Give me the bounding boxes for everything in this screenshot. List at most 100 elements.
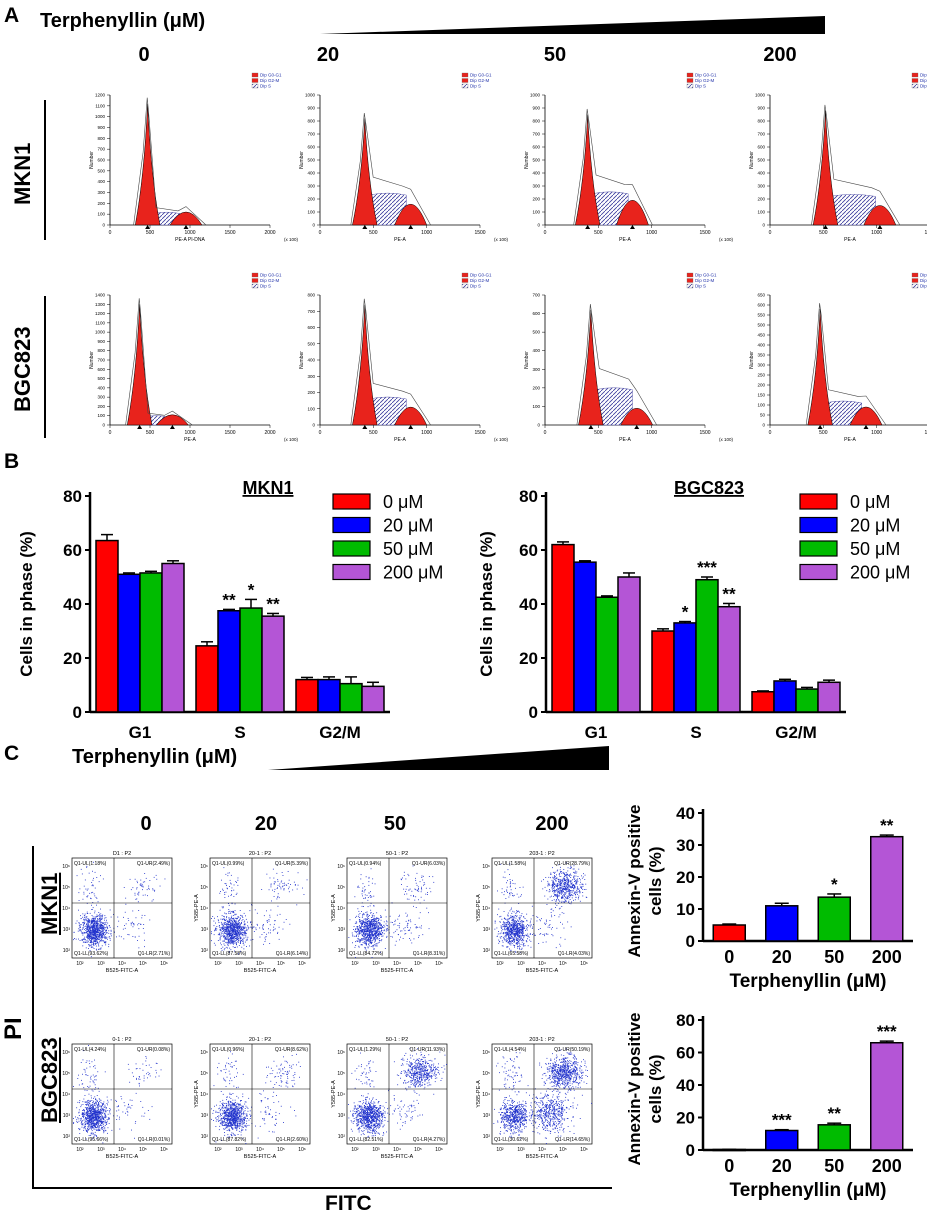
histogram-bgc823-200: 0 50 100 150 200 250 300 350 400 450 500 550 600 650 0… bbox=[749, 273, 927, 443]
panel-c-conc-50: 50 bbox=[383, 813, 407, 835]
panel-c-treatment-label: Terphenyllin (μM) bbox=[72, 746, 238, 768]
legend-swatch bbox=[799, 563, 838, 581]
histogram-envelope bbox=[805, 303, 887, 426]
bar-g2m-1 bbox=[317, 678, 341, 713]
y-tick-label: 10² bbox=[483, 1134, 491, 1140]
category-label: G2/M bbox=[319, 723, 361, 742]
panel-a-conc-20: 20 bbox=[316, 44, 340, 66]
x-tick-label: 0 bbox=[319, 430, 322, 436]
y-tick-label: 80 bbox=[519, 487, 538, 506]
y-tick-label: 500 bbox=[532, 158, 540, 163]
y-tick-label: 1400 bbox=[95, 293, 106, 298]
panel-a-treatment-label: Terphenyllin (μM) bbox=[40, 10, 206, 32]
panel-a-row-bar-bgc823 bbox=[44, 296, 46, 438]
y-tick-label: 550 bbox=[757, 313, 765, 318]
scatter-dots bbox=[211, 1051, 301, 1144]
scatter-x-label: B525-FITC-A bbox=[381, 1154, 414, 1160]
x-tick-label: 10⁶ bbox=[580, 961, 588, 967]
category-label: 0 bbox=[724, 947, 734, 967]
y-tick-label: 0 bbox=[102, 223, 105, 228]
x-tick-label: 10⁵ bbox=[277, 1147, 285, 1153]
legend-label: 200 μM bbox=[850, 563, 910, 583]
quadrant-lr-label: Q1-LR(2.71%) bbox=[138, 951, 171, 957]
y-tick-label: 300 bbox=[532, 367, 540, 372]
panel-a-histograms: 0100200300400500600700800900100011001200… bbox=[89, 72, 927, 443]
y-tick-label: 250 bbox=[757, 373, 765, 378]
histogram-envelope bbox=[576, 304, 657, 426]
legend-label: Dip G0-G1 bbox=[470, 73, 492, 78]
x-tick-label: 0 bbox=[769, 430, 772, 436]
bar-g2m-0 bbox=[295, 678, 319, 713]
y-tick-label: 600 bbox=[307, 325, 315, 330]
y-tick-label: 500 bbox=[97, 168, 105, 173]
y-tick-label: 0 bbox=[686, 932, 695, 951]
histogram-envelope bbox=[811, 104, 901, 226]
y-tick-label: 20 bbox=[676, 1109, 695, 1128]
histogram-bgc823-0: 0 100 200 300 400 500 600 700 800 900 1000 1100 1200… bbox=[89, 273, 298, 443]
quadrant-ul-label: Q1-UL(1.58%) bbox=[494, 861, 527, 867]
x-tick-label: 1500 bbox=[474, 230, 485, 236]
x-axis-label: PE-A bbox=[184, 437, 196, 443]
scatter-dots bbox=[73, 861, 166, 958]
x-tick-label: 10³ bbox=[235, 1147, 243, 1153]
y-tick-label: 0 bbox=[686, 1141, 695, 1160]
g2-marker bbox=[408, 425, 414, 429]
y-tick-label: 10³ bbox=[201, 927, 209, 933]
y-tick-label: 1000 bbox=[305, 93, 316, 98]
y-tick-label: 30 bbox=[676, 836, 695, 855]
g2-m-peak bbox=[394, 406, 428, 426]
y-tick-label: 350 bbox=[757, 353, 765, 358]
legend-label: Dip G0-G1 bbox=[695, 73, 717, 78]
panel-c-fitc-label: FITC bbox=[325, 1192, 372, 1215]
legend-label: Dip S bbox=[260, 84, 271, 89]
scatter-y-label: Y585-PE-A bbox=[194, 1080, 200, 1108]
y-tick-label: 10⁶ bbox=[200, 864, 208, 870]
g2-marker bbox=[629, 225, 635, 229]
legend-label: Dip G2-M bbox=[695, 278, 715, 283]
x-tick-label: 10⁵ bbox=[139, 961, 147, 967]
legend-swatch bbox=[911, 278, 919, 283]
y-tick-label: 60 bbox=[63, 541, 82, 560]
quadrant-lr-label: Q1-LR(2.60%) bbox=[276, 1137, 309, 1143]
y-tick-label: 10⁶ bbox=[62, 864, 70, 870]
y-tick-label: 10⁵ bbox=[482, 885, 490, 891]
legend-swatch bbox=[911, 83, 919, 89]
y-tick-label: 400 bbox=[532, 171, 540, 176]
y-tick-label: 400 bbox=[757, 343, 765, 348]
y-tick-label: 0 bbox=[762, 223, 765, 228]
quadrant-ul-label: Q1-UL(1.18%) bbox=[74, 861, 107, 867]
panel-a-conc-0: 0 bbox=[138, 44, 150, 66]
y-tick-label: 10² bbox=[201, 1134, 209, 1140]
y-tick-label: 10⁶ bbox=[482, 1050, 490, 1056]
x-tick-label: 10³ bbox=[97, 1147, 105, 1153]
panel-c-conc-200: 200 bbox=[535, 813, 569, 835]
x-axis-unit: (x 100) bbox=[284, 437, 299, 442]
quadrant-lr-label: Q1-LR(14.65%) bbox=[555, 1137, 590, 1143]
y-tick-label: 300 bbox=[757, 363, 765, 368]
bar-s-1 bbox=[217, 610, 241, 713]
y-tick-label: 10⁶ bbox=[337, 864, 345, 870]
y-tick-label: 100 bbox=[97, 413, 105, 418]
y-tick-label: 10² bbox=[338, 1134, 346, 1140]
y-tick-label: 10⁵ bbox=[337, 1071, 345, 1077]
g1-marker bbox=[137, 425, 143, 429]
x-tick-label: 10⁵ bbox=[559, 961, 567, 967]
scatter-x-label: B525-FITC-A bbox=[526, 1154, 559, 1160]
y-tick-label: 80 bbox=[676, 1012, 695, 1030]
scatter-frame bbox=[209, 857, 311, 959]
legend-swatch bbox=[251, 78, 259, 83]
legend-swatch bbox=[461, 272, 469, 278]
x-tick-label: 1000 bbox=[421, 430, 432, 436]
g1-marker bbox=[588, 425, 594, 429]
legend-label: Dip G2-M bbox=[470, 78, 490, 83]
significance-mark: ** bbox=[266, 594, 280, 613]
y-tick-label: 200 bbox=[532, 385, 540, 390]
scatter-title: 20-1 : P2 bbox=[249, 1037, 271, 1043]
y-tick-label: 300 bbox=[307, 374, 315, 379]
legend-swatch bbox=[686, 72, 694, 78]
x-tick-label: 1000 bbox=[646, 230, 657, 236]
category-label: 20 bbox=[772, 947, 792, 967]
y-tick-label: 10⁴ bbox=[482, 1092, 490, 1098]
y-tick-label: 1000 bbox=[95, 330, 106, 335]
